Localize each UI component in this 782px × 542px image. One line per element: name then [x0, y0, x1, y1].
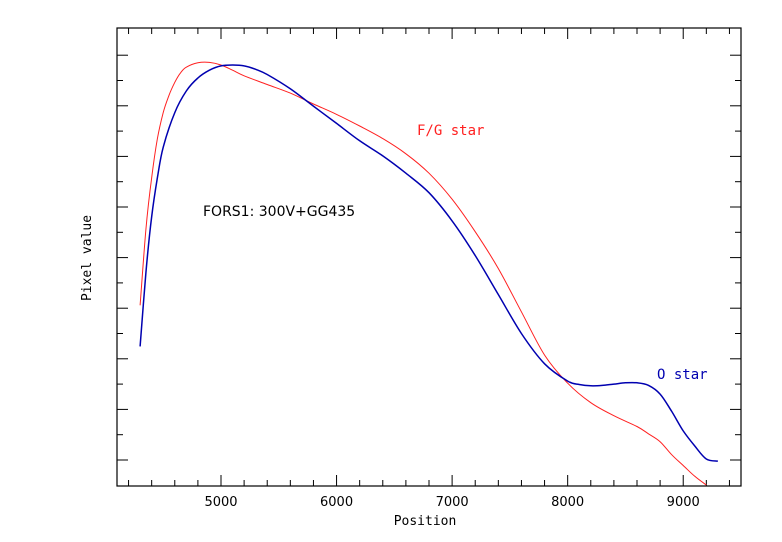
- series-label-o-star: O star: [657, 367, 708, 383]
- series-labels: F/G star O star: [417, 123, 708, 383]
- axis-ticks: [117, 28, 741, 486]
- x-tick-label: 7000: [436, 495, 469, 510]
- series-line-o-star: [139, 64, 719, 462]
- plot-frame: [116, 27, 742, 487]
- series-label-f-g-star: F/G star: [417, 123, 484, 139]
- x-tick-label: 5000: [204, 495, 237, 510]
- x-tick-label: 6000: [320, 495, 353, 510]
- x-axis-label: Position: [394, 514, 457, 529]
- x-tick-label: 8000: [551, 495, 584, 510]
- x-tick-labels: 5000 6000 7000 8000 9000: [204, 495, 699, 510]
- x-tick-label: 9000: [667, 495, 700, 510]
- series-lines: [139, 61, 719, 486]
- y-axis-label: Pixel value: [80, 215, 95, 301]
- annotation-text: FORS1: 300V+GG435: [203, 204, 355, 220]
- series-line-f-g-star: [139, 61, 707, 486]
